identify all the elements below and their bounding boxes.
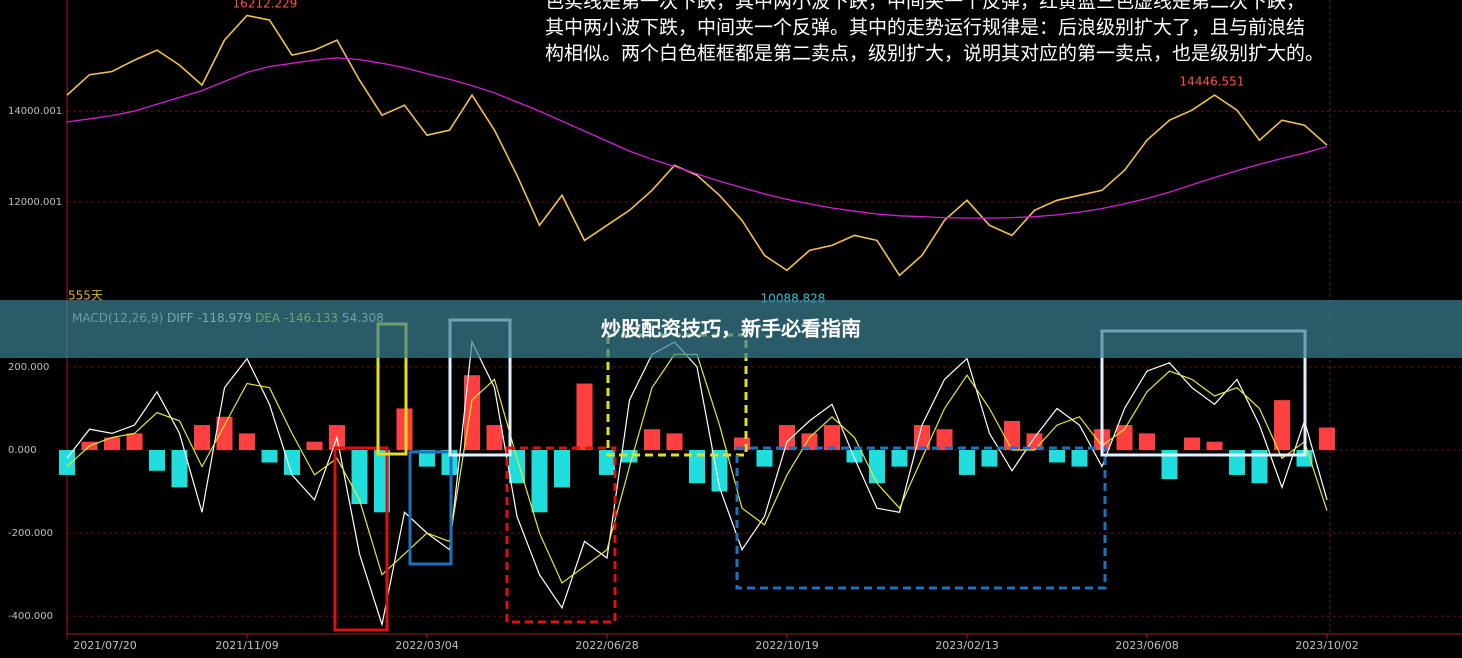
macd-bar (1116, 425, 1133, 451)
macd-bar (1139, 433, 1155, 451)
annotation-line: 色实线是第一次下跌，其中两小波下跌，中间夹一个反弹，红黄蓝三色虚线是第二次下跌， (545, 0, 1305, 13)
macd-bar (531, 450, 548, 513)
banner (0, 300, 1462, 358)
macd-bar (869, 450, 885, 484)
macd-bar (104, 437, 120, 451)
macd-bar (981, 450, 998, 467)
macd-bar (824, 425, 840, 451)
macd-bar (801, 433, 818, 451)
macd-bar (756, 450, 773, 467)
annotation-line: 其中两小波下跌，中间夹一个反弹。其中的走势运行规律是：后浪级别扩大了，且与前浪结 (545, 17, 1305, 39)
macd-bar (486, 425, 503, 451)
y-tick-label: -400.000 (8, 611, 53, 622)
x-tick-label: 2023/06/08 (1115, 639, 1178, 652)
macd-bar (149, 450, 165, 471)
macd-bar (1184, 437, 1200, 451)
y-tick-label: 200.000 (8, 362, 49, 373)
period-label: 555天 (68, 289, 103, 303)
macd-bar (464, 375, 480, 451)
x-tick-label: 2022/06/28 (575, 639, 638, 652)
macd-bar (1319, 427, 1335, 451)
macd-bar (666, 433, 683, 451)
price-line (66, 14, 1328, 277)
annotation: 14446.551 (1180, 75, 1245, 89)
banner-title: 炒股配资技巧，新手必看指南 (601, 317, 861, 341)
macd-bar (1251, 450, 1268, 484)
x-tick-label: 2021/07/20 (73, 639, 136, 652)
macd-bar (1274, 400, 1290, 451)
macd-bar (306, 441, 323, 451)
x-tick-label: 2023/02/13 (935, 639, 998, 652)
x-tick-label: 2021/11/09 (215, 639, 278, 652)
macd-bar (216, 416, 233, 451)
macd-bar (959, 450, 975, 475)
macd-bar (261, 450, 278, 463)
price-line (66, 57, 1328, 219)
macd-bar (1206, 441, 1223, 451)
macd-bar (126, 433, 143, 451)
y-tick-label: 14000.001 (8, 106, 62, 117)
macd-bar (576, 383, 593, 451)
macd-bar (509, 450, 525, 484)
macd-bar (914, 425, 930, 451)
macd-bar (284, 450, 300, 475)
macd-bar (711, 450, 728, 492)
macd-bar (936, 429, 953, 451)
x-tick-label: 2023/10/02 (1295, 639, 1358, 652)
x-tick-label: 2022/10/19 (755, 639, 818, 652)
box (408, 450, 453, 566)
macd-bar (171, 450, 188, 488)
macd-bar (1161, 450, 1178, 480)
macd-bar (1004, 420, 1020, 451)
macd-bar (194, 425, 210, 451)
box (505, 446, 617, 624)
macd-bar (59, 450, 75, 475)
macd-bar (419, 450, 435, 467)
x-tick-label: 2022/03/04 (395, 639, 458, 652)
macd-bar (689, 450, 705, 484)
y-tick-label: 0.000 (8, 445, 37, 456)
macd-bar (779, 425, 795, 451)
macd-bar (846, 450, 863, 463)
box (333, 446, 389, 632)
macd-bar (554, 450, 570, 488)
y-tick-label: -200.000 (8, 528, 53, 539)
macd-bar (644, 429, 660, 451)
annotation-line: 构相似。两个白色框框都是第二卖点，级别扩大，说明其对应的第一卖点，也是级别扩大的… (545, 43, 1324, 65)
macd-bar (891, 450, 908, 467)
annotation: 16212.229 (233, 0, 298, 11)
macd-bar (1049, 450, 1065, 463)
macd-bar (239, 433, 255, 451)
macd-bar (1071, 450, 1088, 467)
macd-bar (351, 450, 368, 505)
y-tick-label: 12000.001 (8, 197, 62, 208)
box (735, 446, 1107, 590)
macd-line (66, 339, 1328, 627)
